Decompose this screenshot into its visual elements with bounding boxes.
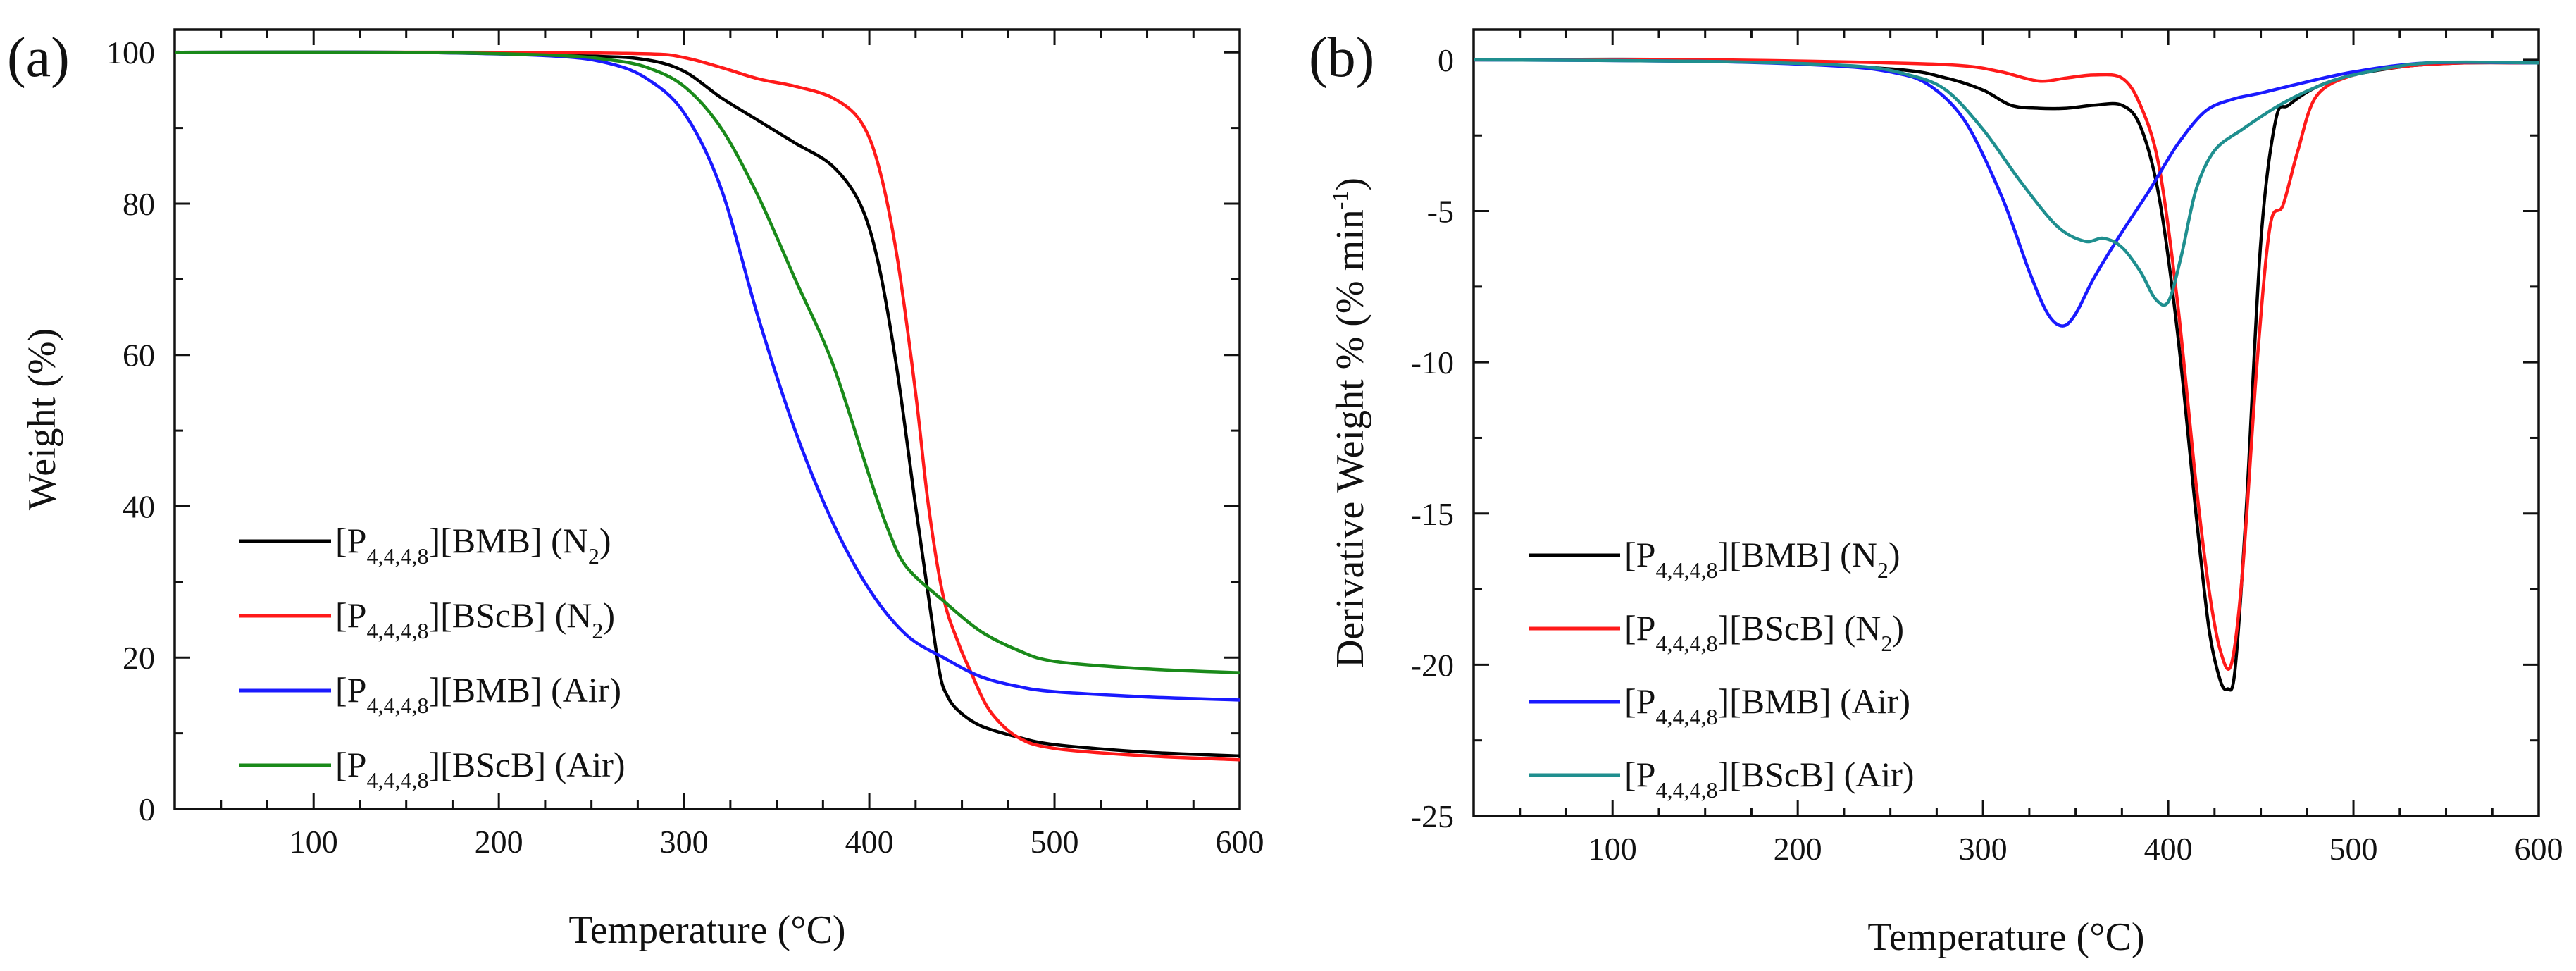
legend-text-rest: ][BScB] (N xyxy=(428,595,592,635)
legend-text-rest: ][BScB] (Air) xyxy=(428,745,625,784)
y-axis-title: Weight (%) xyxy=(20,328,64,510)
legend-subscript: 4,4,4,8 xyxy=(1655,704,1717,729)
legend-entry: [P4,4,4,8][BMB] (N2) xyxy=(335,521,611,569)
panel-a-weight-chart: (a) 100 200 300 400 500 600 0 20 40 60 80 100 Tempera… xyxy=(7,27,1264,952)
legend-entry: [P4,4,4,8][BMB] (N2) xyxy=(1624,535,1900,583)
legend-text-main: [P xyxy=(335,745,366,784)
legend-text-main: [P xyxy=(335,595,366,635)
legend-subscript-2: 2 xyxy=(592,618,603,643)
y-axis-title-main: Derivative Weight % (% min xyxy=(1329,209,1372,668)
series-line-1 xyxy=(175,50,1240,762)
y-axis-title-main: Weight (%) xyxy=(20,328,64,510)
legend-subscript: 4,4,4,8 xyxy=(366,618,428,643)
legend-text-main: [P xyxy=(1624,608,1655,648)
x-tick-label: 300 xyxy=(1959,831,2008,867)
plot-frame xyxy=(173,28,1241,810)
y-tick-label: 20 xyxy=(123,640,155,676)
y-tick-label: 100 xyxy=(106,35,155,70)
legend-text-end: ) xyxy=(1892,608,1904,648)
x-axis-title: Temperature (°C) xyxy=(1867,915,2144,959)
legend-subscript: 4,4,4,8 xyxy=(366,693,428,718)
legend-text-end: ) xyxy=(603,595,615,635)
legend-text-rest: ][BMB] (N xyxy=(1717,535,1877,574)
y-tick-label: 0 xyxy=(139,791,155,827)
series-line-3 xyxy=(1474,58,2539,307)
series-line-3 xyxy=(175,50,1240,674)
panel-b-derivative-chart: (b) 100 200 300 400 500 600 0 -5 -10 -15 -20 -25 Temp… xyxy=(1309,27,2563,959)
legend-entry: [P4,4,4,8][BScB] (Air) xyxy=(335,745,626,793)
y-tick-label: -20 xyxy=(1411,647,1454,683)
x-tick-label: 400 xyxy=(845,824,894,860)
legend-text-main: [P xyxy=(1624,681,1655,721)
series-line-0 xyxy=(175,50,1240,758)
legend-text-main: [P xyxy=(1624,535,1655,574)
legend-text-rest: ][BMB] (N xyxy=(428,521,587,560)
x-tick-label: 300 xyxy=(660,824,709,860)
legend-text-rest: ][BMB] (Air) xyxy=(1717,681,1910,721)
legend-text-main: [P xyxy=(335,670,366,710)
legend-text-main: [P xyxy=(1624,755,1655,794)
legend-subscript-2: 2 xyxy=(588,543,599,569)
plot-frame xyxy=(1472,28,2540,817)
y-axis-title-end: ) xyxy=(1329,178,1372,191)
y-tick-label: 60 xyxy=(123,338,155,373)
x-tick-label: 100 xyxy=(290,824,338,860)
y-tick-label: 40 xyxy=(123,488,155,524)
legend-text-rest: ][BScB] (N xyxy=(1717,608,1881,648)
series-line-1 xyxy=(1474,58,2539,671)
legend-entry: [P4,4,4,8][BScB] (Air) xyxy=(1624,755,1915,803)
y-tick-label: -15 xyxy=(1411,496,1454,532)
legend-subscript: 4,4,4,8 xyxy=(366,767,428,793)
series-line-2 xyxy=(175,50,1240,702)
x-tick-label: 100 xyxy=(1588,831,1637,867)
x-tick-label: 200 xyxy=(1774,831,1822,867)
x-axis-title: Temperature (°C) xyxy=(568,908,845,952)
y-tick-label: 0 xyxy=(1438,42,1454,78)
legend-text-end: ) xyxy=(1889,535,1900,574)
legend-subscript-2: 2 xyxy=(1881,631,1892,656)
legend-subscript: 4,4,4,8 xyxy=(1655,631,1717,656)
x-tick-label: 600 xyxy=(2515,831,2563,867)
series-line-0 xyxy=(1474,57,2539,692)
legend-subscript: 4,4,4,8 xyxy=(1655,777,1717,803)
y-axis-title: Derivative Weight % (% min-1) xyxy=(1327,178,1372,668)
x-tick-label: 400 xyxy=(2144,831,2193,867)
legend-subscript-2: 2 xyxy=(1877,557,1889,583)
legend-text-main: [P xyxy=(335,521,366,560)
legend-subscript: 4,4,4,8 xyxy=(366,543,428,569)
legend-entry: [P4,4,4,8][BMB] (Air) xyxy=(1624,681,1910,729)
y-axis-title-superscript: -1 xyxy=(1327,191,1352,210)
legend-text-rest: ][BScB] (Air) xyxy=(1717,755,1914,794)
x-tick-label: 500 xyxy=(2329,831,2378,867)
y-tick-label: -5 xyxy=(1427,194,1454,230)
legend-text-end: ) xyxy=(599,521,611,560)
series-line-2 xyxy=(1474,58,2539,328)
legend-entry: [P4,4,4,8][BMB] (Air) xyxy=(335,670,621,718)
panel-label: (a) xyxy=(7,27,70,89)
legend-entry: [P4,4,4,8][BScB] (N2) xyxy=(1624,608,1904,656)
legend-subscript: 4,4,4,8 xyxy=(1655,557,1717,583)
panel-label: (b) xyxy=(1309,27,1374,89)
y-tick-label: -10 xyxy=(1411,345,1454,381)
y-tick-label: 80 xyxy=(123,186,155,222)
y-tick-label: -25 xyxy=(1411,798,1454,834)
x-tick-label: 600 xyxy=(1216,824,1264,860)
x-tick-label: 200 xyxy=(475,824,523,860)
legend-text-rest: ][BMB] (Air) xyxy=(428,670,621,710)
x-tick-label: 500 xyxy=(1031,824,1079,860)
legend-entry: [P4,4,4,8][BScB] (N2) xyxy=(335,595,615,643)
